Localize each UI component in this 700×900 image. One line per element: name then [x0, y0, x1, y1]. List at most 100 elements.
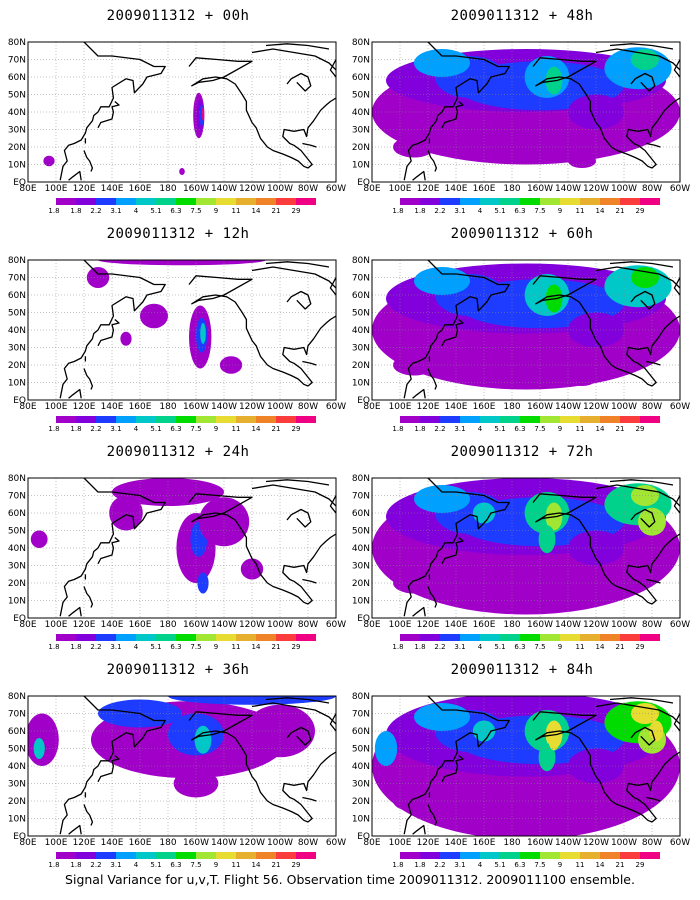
- coastline: [59, 478, 166, 617]
- colorbar-label: 5.1: [150, 861, 161, 869]
- coastline: [609, 43, 674, 50]
- coastline: [265, 43, 330, 50]
- lat-tick-label: 40N: [8, 544, 26, 554]
- colorbar-label: 29: [292, 861, 301, 869]
- colorbar-swatch: [136, 852, 156, 859]
- graticule: [372, 42, 680, 182]
- coastline: [265, 697, 330, 704]
- coastline: [626, 533, 680, 605]
- colorbar-label: 1.8: [414, 425, 425, 433]
- colorbar-label: 4: [134, 643, 139, 651]
- coastline: [427, 368, 438, 390]
- colorbar-swatch: [620, 852, 640, 859]
- lat-tick-label: EQ: [13, 178, 26, 188]
- colorbar-label: 4: [134, 861, 139, 869]
- colorbar-label: 21: [272, 861, 281, 869]
- colorbar-label: 11: [232, 643, 241, 651]
- lon-tick-label: 100E: [389, 838, 412, 848]
- lat-tick-label: 30N: [352, 126, 370, 136]
- graticule: [28, 478, 336, 618]
- lon-tick-label: 60W: [326, 402, 346, 412]
- colorbar-swatch: [620, 198, 640, 205]
- colorbar-swatch: [420, 416, 440, 423]
- coastline: [286, 72, 312, 92]
- lon-tick-label: 140E: [101, 838, 124, 848]
- map-panel-36h: 2009011312 + 36h 80N 70N 60N 50N 40N 30N 20N 10…: [8, 662, 348, 872]
- lon-tick-label: 100W: [611, 402, 637, 412]
- coastline: [329, 277, 336, 296]
- colorbar-swatch: [620, 416, 640, 423]
- coastline: [265, 261, 330, 268]
- lon-tick-label: 60W: [670, 620, 690, 630]
- lon-tick-label: 100W: [611, 620, 637, 630]
- lon-tick-label: 80E: [19, 184, 36, 194]
- variance-contour: [109, 495, 143, 531]
- lon-tick-label: 80E: [19, 838, 36, 848]
- lat-tick-label: 10N: [352, 597, 370, 607]
- variance-contour: [201, 106, 205, 121]
- colorbar-label: 4: [478, 207, 483, 215]
- coastline: [251, 266, 336, 289]
- coastlines: [403, 42, 680, 181]
- lon-tick-label: 160E: [129, 402, 152, 412]
- lon-tick-label: 160E: [473, 402, 496, 412]
- variance-contour: [414, 703, 470, 731]
- lat-tick-label: 40N: [8, 108, 26, 118]
- lat-tick-label: 70N: [8, 274, 26, 284]
- colorbar-swatch: [176, 198, 196, 205]
- colorbar-swatch: [440, 852, 460, 859]
- colorbar-swatch: [76, 852, 96, 859]
- lon-tick-label: 120E: [73, 184, 96, 194]
- coastline: [673, 713, 680, 732]
- variance-contour: [414, 485, 470, 513]
- map-panel-12h: 2009011312 + 12h 80N 70N 60N 50N 40N 30N 20N 10…: [8, 226, 348, 436]
- lat-tick-label: 50N: [352, 309, 370, 319]
- colorbar-label: 11: [576, 643, 585, 651]
- colorbar-swatch: [540, 634, 560, 641]
- colorbar-swatch: [296, 416, 316, 423]
- coastline: [412, 606, 426, 617]
- lon-tick-label: 160W: [527, 838, 553, 848]
- lon-tick-label: 140E: [101, 620, 124, 630]
- colorbar-swatch: [216, 416, 236, 423]
- colorbar-swatch: [156, 416, 176, 423]
- colorbar-swatch: [96, 634, 116, 641]
- colorbar-swatch: [480, 634, 500, 641]
- lon-tick-label: 180: [503, 620, 520, 630]
- colorbar-label: 6.3: [514, 861, 525, 869]
- lon-tick-label: 100E: [45, 184, 68, 194]
- colorbar-swatch: [176, 416, 196, 423]
- lon-tick-label: 140W: [555, 620, 581, 630]
- coastline: [302, 796, 317, 802]
- lat-tick-label: EQ: [357, 178, 370, 188]
- coastline: [97, 755, 120, 783]
- colorbar-label: 5.1: [150, 643, 161, 651]
- lat-tick-label: 70N: [8, 710, 26, 720]
- lon-tick-label: 80W: [298, 838, 318, 848]
- lat-tick-label: 40N: [352, 326, 370, 336]
- coastline: [403, 478, 510, 617]
- lat-tick-label: 40N: [8, 326, 26, 336]
- coastlines: [59, 478, 336, 617]
- colorbar-label: 14: [252, 207, 261, 215]
- coastline: [68, 606, 82, 617]
- colorbar-swatch: [600, 198, 620, 205]
- colorbar-swatch: [236, 198, 256, 205]
- colorbar-swatch: [440, 198, 460, 205]
- graticule: [372, 260, 680, 400]
- colorbar-label: 9: [558, 643, 562, 651]
- coastline: [403, 696, 510, 835]
- lon-tick-label: 160W: [183, 838, 209, 848]
- colorbar-label: 3.1: [454, 425, 465, 433]
- coastline: [83, 150, 94, 172]
- colorbar-swatch: [276, 634, 296, 641]
- colorbar-swatch: [540, 198, 560, 205]
- colorbar-swatch: [76, 416, 96, 423]
- lon-tick-label: 100W: [267, 620, 293, 630]
- lat-tick-label: EQ: [13, 832, 26, 842]
- coastline: [68, 388, 82, 399]
- colorbar-swatch: [56, 852, 76, 859]
- lat-tick-label: 60N: [352, 291, 370, 301]
